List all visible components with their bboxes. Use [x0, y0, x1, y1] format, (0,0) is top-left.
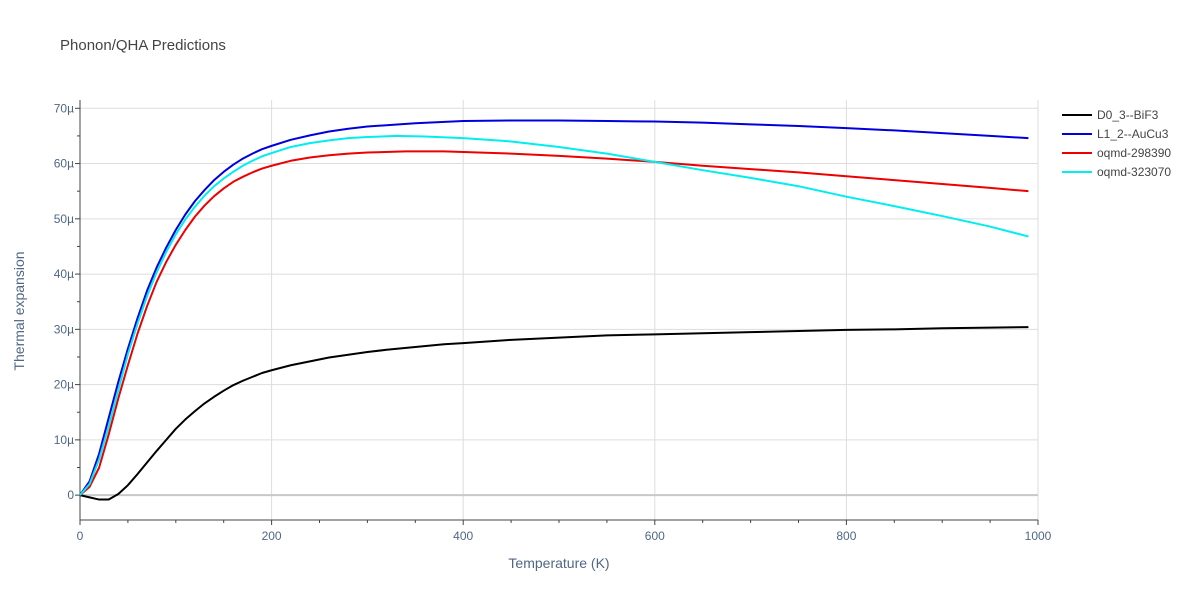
series-group	[79, 119, 1029, 501]
series-line-l1-2-aucu3	[79, 119, 1029, 496]
legend-item-d0-3-bif3[interactable]: D0_3--BiF3	[1062, 108, 1159, 122]
y-axis-title: Thermal expansion	[11, 251, 27, 370]
legend-item-oqmd-298390[interactable]: oqmd-298390	[1062, 146, 1171, 160]
legend-label: D0_3--BiF3	[1097, 108, 1159, 122]
y-tick-label: 10µ	[54, 433, 74, 447]
series-line-oqmd-323070	[79, 134, 1029, 496]
legend-item-oqmd-323070[interactable]: oqmd-323070	[1062, 165, 1171, 179]
legend-label: oqmd-323070	[1097, 165, 1171, 179]
x-tick-label: 400	[453, 529, 473, 543]
y-tick-label: 50µ	[54, 212, 74, 226]
chart-title: Phonon/QHA Predictions	[60, 37, 226, 54]
x-tick-label: 200	[262, 529, 282, 543]
series-line-d0-3-bif3	[79, 326, 1029, 501]
y-tick-label: 0	[67, 488, 74, 502]
legend[interactable]: D0_3--BiF3 L1_2--AuCu3 oqmd-298390 oqmd-323…	[1062, 108, 1171, 179]
legend-item-l1-2-aucu3[interactable]: L1_2--AuCu3	[1062, 127, 1169, 141]
legend-label: oqmd-298390	[1097, 146, 1171, 160]
x-tick-label: 600	[645, 529, 665, 543]
series-line-oqmd-298390	[79, 150, 1029, 496]
x-tick-label: 1000	[1025, 529, 1052, 543]
y-tick-label: 60µ	[54, 157, 74, 171]
x-tick-label: 800	[836, 529, 856, 543]
axes: 0 200 400 600 800 1000 0 10µ 20µ 30µ 40µ 50µ 60µ 70µ	[54, 100, 1052, 543]
y-tick-label: 30µ	[54, 322, 74, 336]
x-axis-title: Temperature (K)	[508, 555, 609, 571]
legend-label: L1_2--AuCu3	[1097, 127, 1169, 141]
grid	[80, 100, 1039, 520]
y-tick-label: 70µ	[54, 101, 74, 115]
y-tick-label: 40µ	[54, 267, 74, 281]
y-tick-label: 20µ	[54, 378, 74, 392]
x-tick-label: 0	[77, 529, 84, 543]
